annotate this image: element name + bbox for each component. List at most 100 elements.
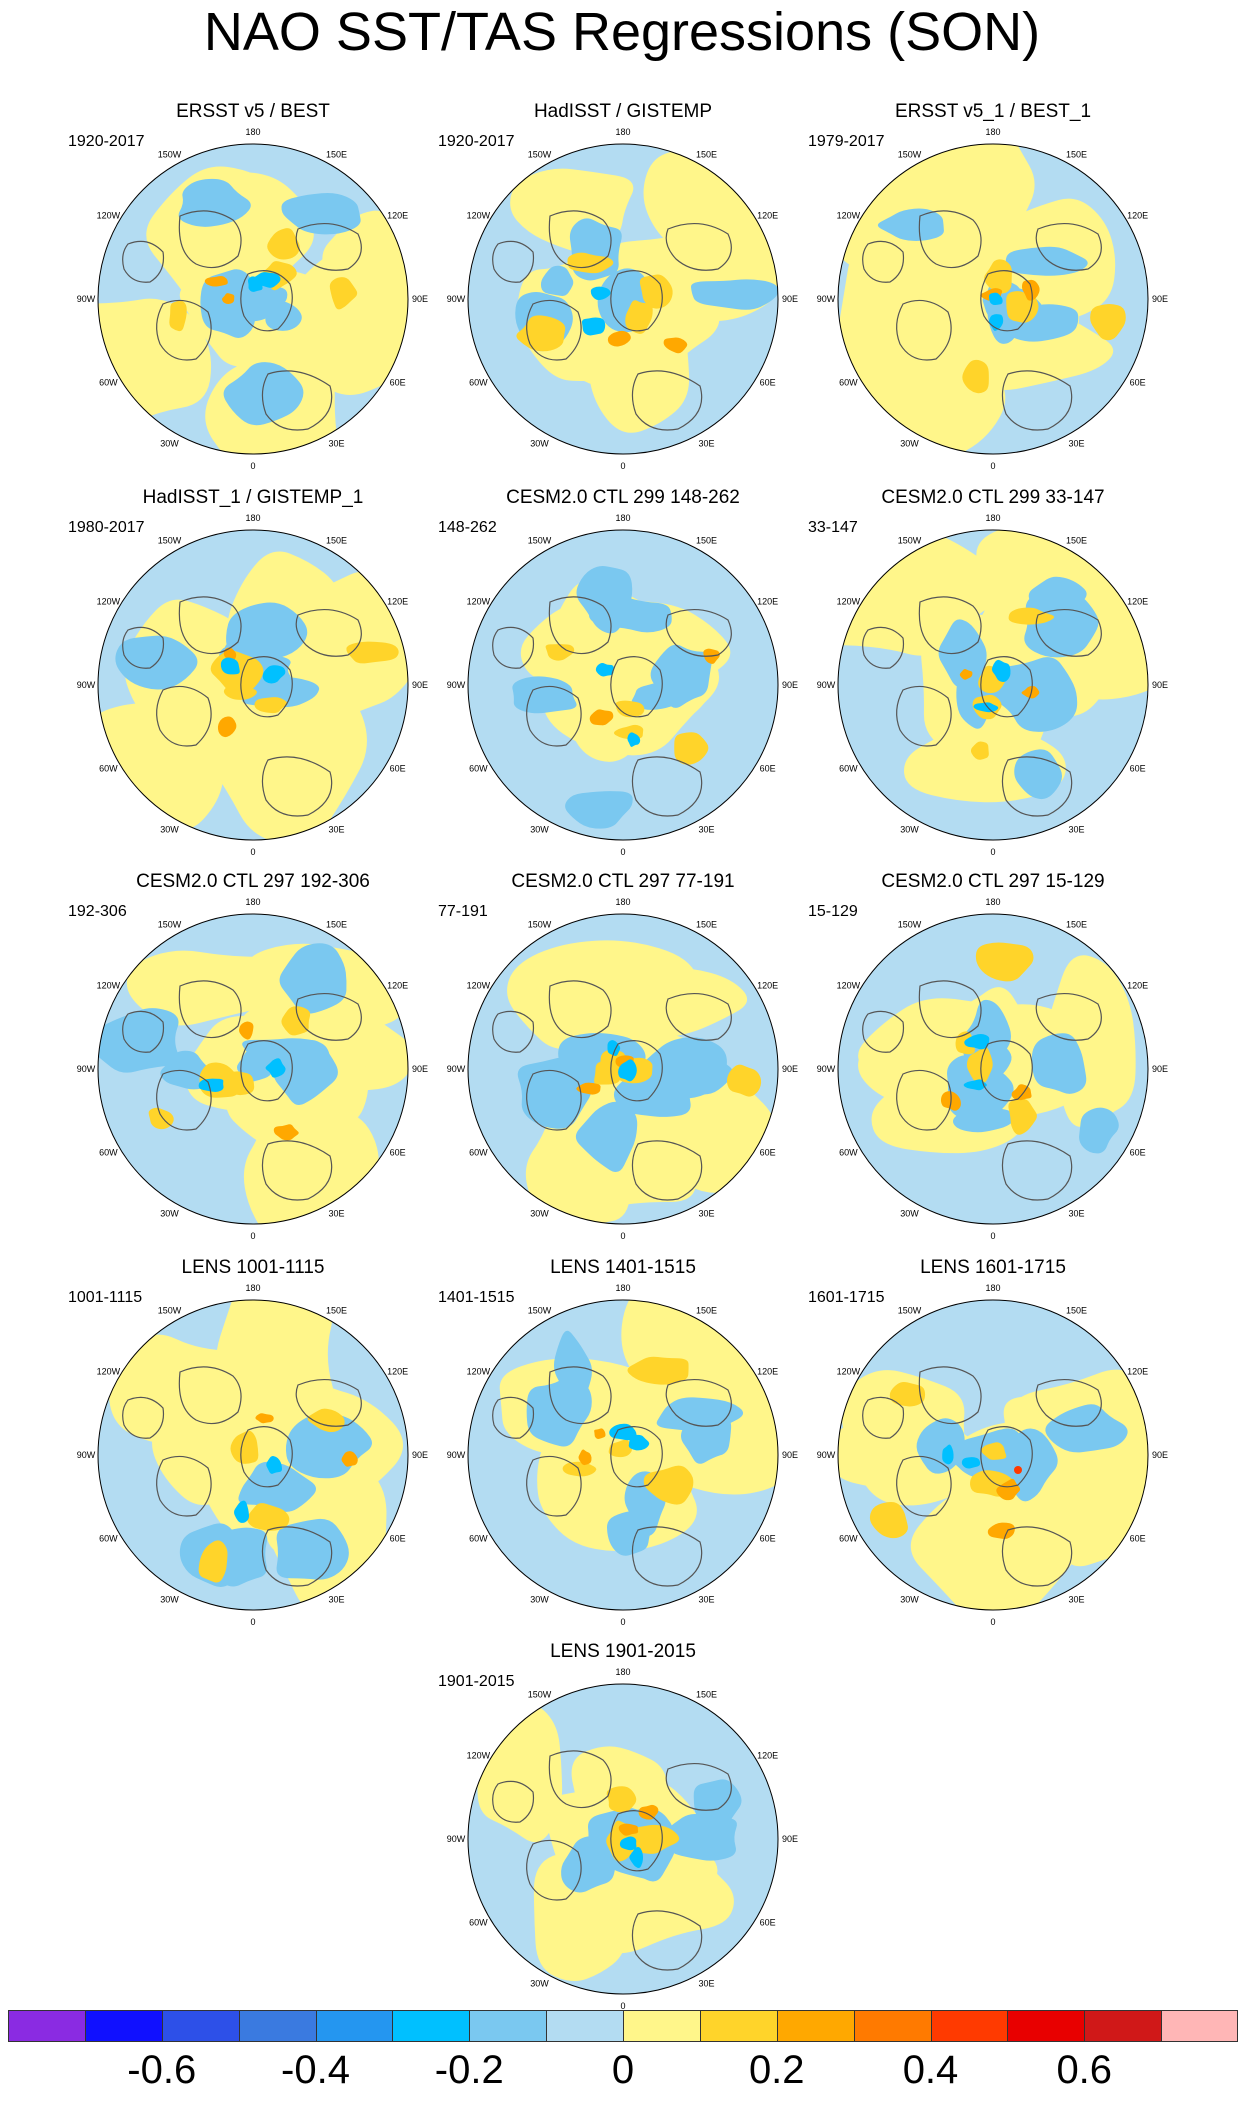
positive-anomaly-region bbox=[1008, 607, 1055, 625]
panel-period: 1601-1715 bbox=[808, 1289, 885, 1306]
negative-anomaly-region bbox=[540, 265, 574, 297]
longitude-label: 120E bbox=[1127, 211, 1148, 221]
longitude-label: 120E bbox=[1127, 981, 1148, 991]
longitude-label: 120E bbox=[387, 1367, 408, 1377]
coastline bbox=[665, 1378, 732, 1427]
longitude-label: 90E bbox=[782, 1834, 798, 1844]
negative-anomaly-region bbox=[690, 279, 778, 310]
panel-title: CESM2.0 CTL 297 192-306 bbox=[136, 871, 370, 892]
longitude-label: 60W bbox=[839, 1148, 858, 1158]
positive-anomaly-region bbox=[204, 276, 228, 287]
positive-anomaly-region bbox=[627, 1356, 689, 1385]
longitude-label: 60W bbox=[469, 378, 488, 388]
map-boundary bbox=[97, 143, 409, 455]
map-boundary bbox=[97, 1299, 409, 1611]
negative-anomaly-region bbox=[989, 292, 1003, 306]
positive-anomaly-region bbox=[273, 1124, 299, 1141]
longitude-label: 150W bbox=[158, 149, 182, 159]
coastline bbox=[295, 992, 362, 1041]
coastline bbox=[631, 370, 703, 431]
coastline bbox=[1001, 1140, 1073, 1201]
longitude-label: 30W bbox=[530, 825, 549, 835]
negative-anomaly-region bbox=[238, 1461, 317, 1512]
negative-anomaly-region bbox=[299, 1417, 352, 1469]
longitude-label: 90E bbox=[412, 680, 428, 690]
longitude-label: 30W bbox=[900, 825, 919, 835]
colorbar-tick-label: -0.6 bbox=[127, 2048, 197, 2092]
negative-anomaly-region bbox=[226, 602, 308, 659]
coastline bbox=[862, 1010, 905, 1053]
panel-period: 192-306 bbox=[68, 903, 127, 920]
negative-anomaly-region bbox=[952, 1104, 1015, 1133]
positive-anomaly-region bbox=[615, 700, 645, 718]
positive-anomaly-region bbox=[618, 1823, 639, 1836]
longitude-label: 60W bbox=[99, 764, 118, 774]
longitude-label: 150W bbox=[528, 1689, 552, 1699]
map-panel: CESM2.0 CTL 297 77-191 77-191 180 150E 120E 9… bbox=[438, 870, 808, 1245]
coastline bbox=[610, 1040, 663, 1102]
positive-anomaly-region bbox=[247, 1503, 290, 1531]
longitude-label: 150E bbox=[1066, 1305, 1087, 1315]
map-boundary bbox=[837, 1299, 1149, 1611]
map-boundary bbox=[467, 1683, 779, 1995]
positive-anomaly-region bbox=[608, 1439, 633, 1458]
coastline bbox=[178, 980, 242, 1039]
coastline bbox=[1035, 222, 1102, 271]
panel-period: 1980-2017 bbox=[68, 519, 145, 536]
map-panel: CESM2.0 CTL 297 192-306 192-306 180 150E 120… bbox=[68, 870, 438, 1245]
negative-anomaly-region bbox=[214, 1527, 268, 1587]
longitude-label: 60E bbox=[1130, 764, 1146, 774]
coastline bbox=[122, 240, 165, 283]
positive-anomaly-region bbox=[606, 1786, 637, 1813]
coastline bbox=[548, 1366, 612, 1425]
colorbar-swatch bbox=[8, 2010, 85, 2042]
longitude-label: 30E bbox=[328, 439, 344, 449]
coastline bbox=[631, 1910, 703, 1971]
map-boundary bbox=[467, 1299, 779, 1611]
negative-anomaly-region bbox=[589, 597, 672, 633]
negative-anomaly-region bbox=[606, 1510, 652, 1556]
positive-anomaly-region bbox=[1014, 1466, 1022, 1474]
coastline bbox=[918, 1366, 982, 1425]
longitude-label: 0 bbox=[620, 1617, 625, 1627]
longitude-label: 0 bbox=[250, 1617, 255, 1627]
coastline bbox=[526, 1839, 582, 1901]
map-panel: LENS 1001-1115 1001-1115 180 150E 120E 90E 60E… bbox=[68, 1256, 438, 1631]
longitude-label: 0 bbox=[620, 2001, 625, 2011]
longitude-label: 60E bbox=[760, 764, 776, 774]
longitude-label: 30W bbox=[900, 1595, 919, 1605]
colorbar-tick-label: -0.2 bbox=[434, 2048, 504, 2092]
longitude-label: 30E bbox=[698, 1209, 714, 1219]
colorbar-swatch bbox=[315, 2010, 393, 2042]
negative-anomaly-region bbox=[279, 943, 347, 1014]
coastline bbox=[261, 756, 333, 817]
longitude-label: 120W bbox=[837, 211, 861, 221]
coastline bbox=[548, 596, 612, 655]
longitude-label: 0 bbox=[250, 1231, 255, 1241]
coastline bbox=[631, 1526, 703, 1587]
longitude-label: 120W bbox=[467, 597, 491, 607]
negative-anomaly-region bbox=[628, 1434, 650, 1451]
map-panel: CESM2.0 CTL 299 148-262 148-262 180 150E 120… bbox=[438, 486, 808, 861]
longitude-label: 30E bbox=[698, 439, 714, 449]
coastline bbox=[548, 1750, 612, 1809]
polar-map: 180 150E 120E 90E 60E 30E 0 30W 60W 90W 120W 150W bbox=[77, 127, 428, 471]
positive-anomaly-region bbox=[346, 641, 399, 664]
map-panel: LENS 1401-1515 1401-1515 180 150E 120E 90E 60E… bbox=[438, 1256, 808, 1631]
negative-anomaly-region bbox=[247, 276, 263, 292]
panel-title: CESM2.0 CTL 297 15-129 bbox=[881, 871, 1105, 892]
negative-anomaly-region bbox=[581, 317, 606, 336]
coastline bbox=[918, 210, 982, 269]
negative-anomaly-region bbox=[266, 1456, 283, 1474]
negative-anomaly-region bbox=[627, 732, 641, 747]
colorbar-swatch bbox=[161, 2010, 239, 2042]
coastline bbox=[492, 1010, 535, 1053]
longitude-label: 30W bbox=[530, 1209, 549, 1219]
positive-anomaly-region bbox=[625, 300, 653, 334]
longitude-label: 120W bbox=[97, 597, 121, 607]
coastline bbox=[1035, 608, 1102, 657]
longitude-label: 90W bbox=[447, 680, 466, 690]
coastline bbox=[295, 1378, 362, 1427]
longitude-label: 120E bbox=[387, 597, 408, 607]
longitude-label: 30W bbox=[160, 1595, 179, 1605]
